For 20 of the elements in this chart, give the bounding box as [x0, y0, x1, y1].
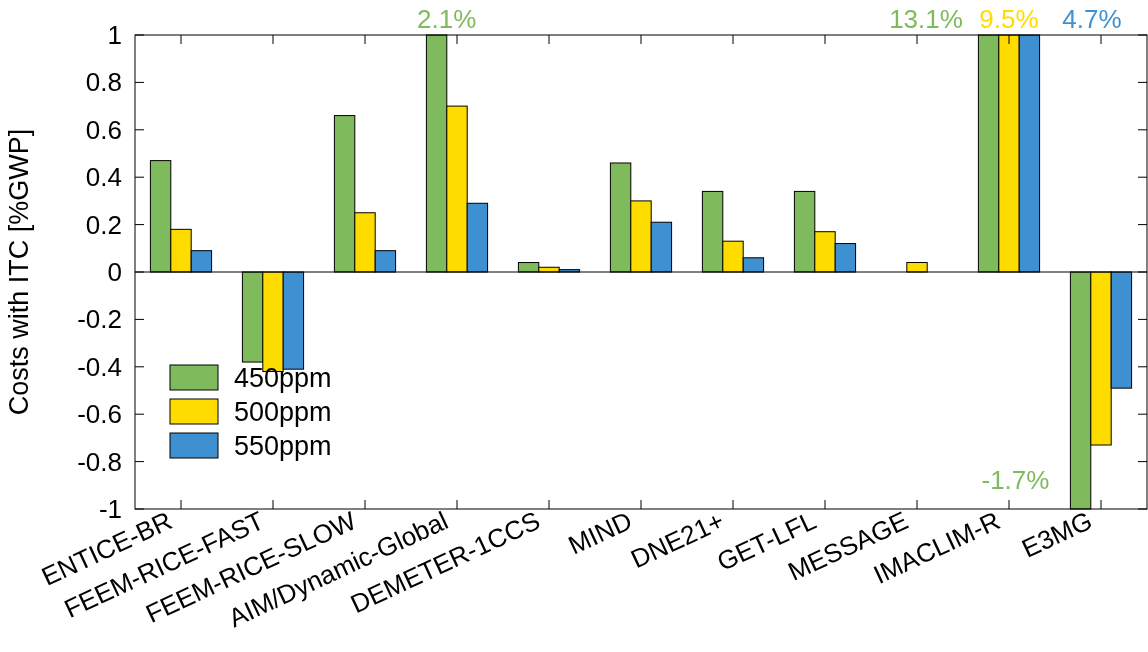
y-tick-label: -0.2: [77, 304, 122, 335]
y-axis-title: Costs with ITC [%GWP]: [4, 128, 34, 416]
y-tick-label: -0.6: [77, 399, 122, 430]
annotation: 4.7%: [1062, 4, 1122, 34]
annotation: 9.5%: [979, 4, 1039, 34]
y-tick-label: 1: [107, 20, 122, 50]
y-tick-label: 0.4: [85, 162, 122, 193]
y-tick-label: 0.2: [85, 209, 122, 240]
legend-label: 500ppm: [234, 396, 332, 427]
annotation: 13.1%: [889, 4, 963, 34]
y-tick-label: -0.4: [77, 351, 122, 382]
x-tick-label: E3MG: [1017, 505, 1097, 564]
text: 2.1%: [417, 4, 477, 34]
legend-label: 550ppm: [234, 430, 332, 461]
y-tick-label: 0: [107, 257, 122, 287]
y-tick-label: 0.6: [85, 114, 122, 145]
y-tick-label: 0.8: [85, 67, 122, 98]
y-tick-label: -0.8: [77, 446, 122, 477]
legend-label: 450ppm: [234, 362, 332, 393]
annotation: -1.7%: [981, 465, 1050, 495]
